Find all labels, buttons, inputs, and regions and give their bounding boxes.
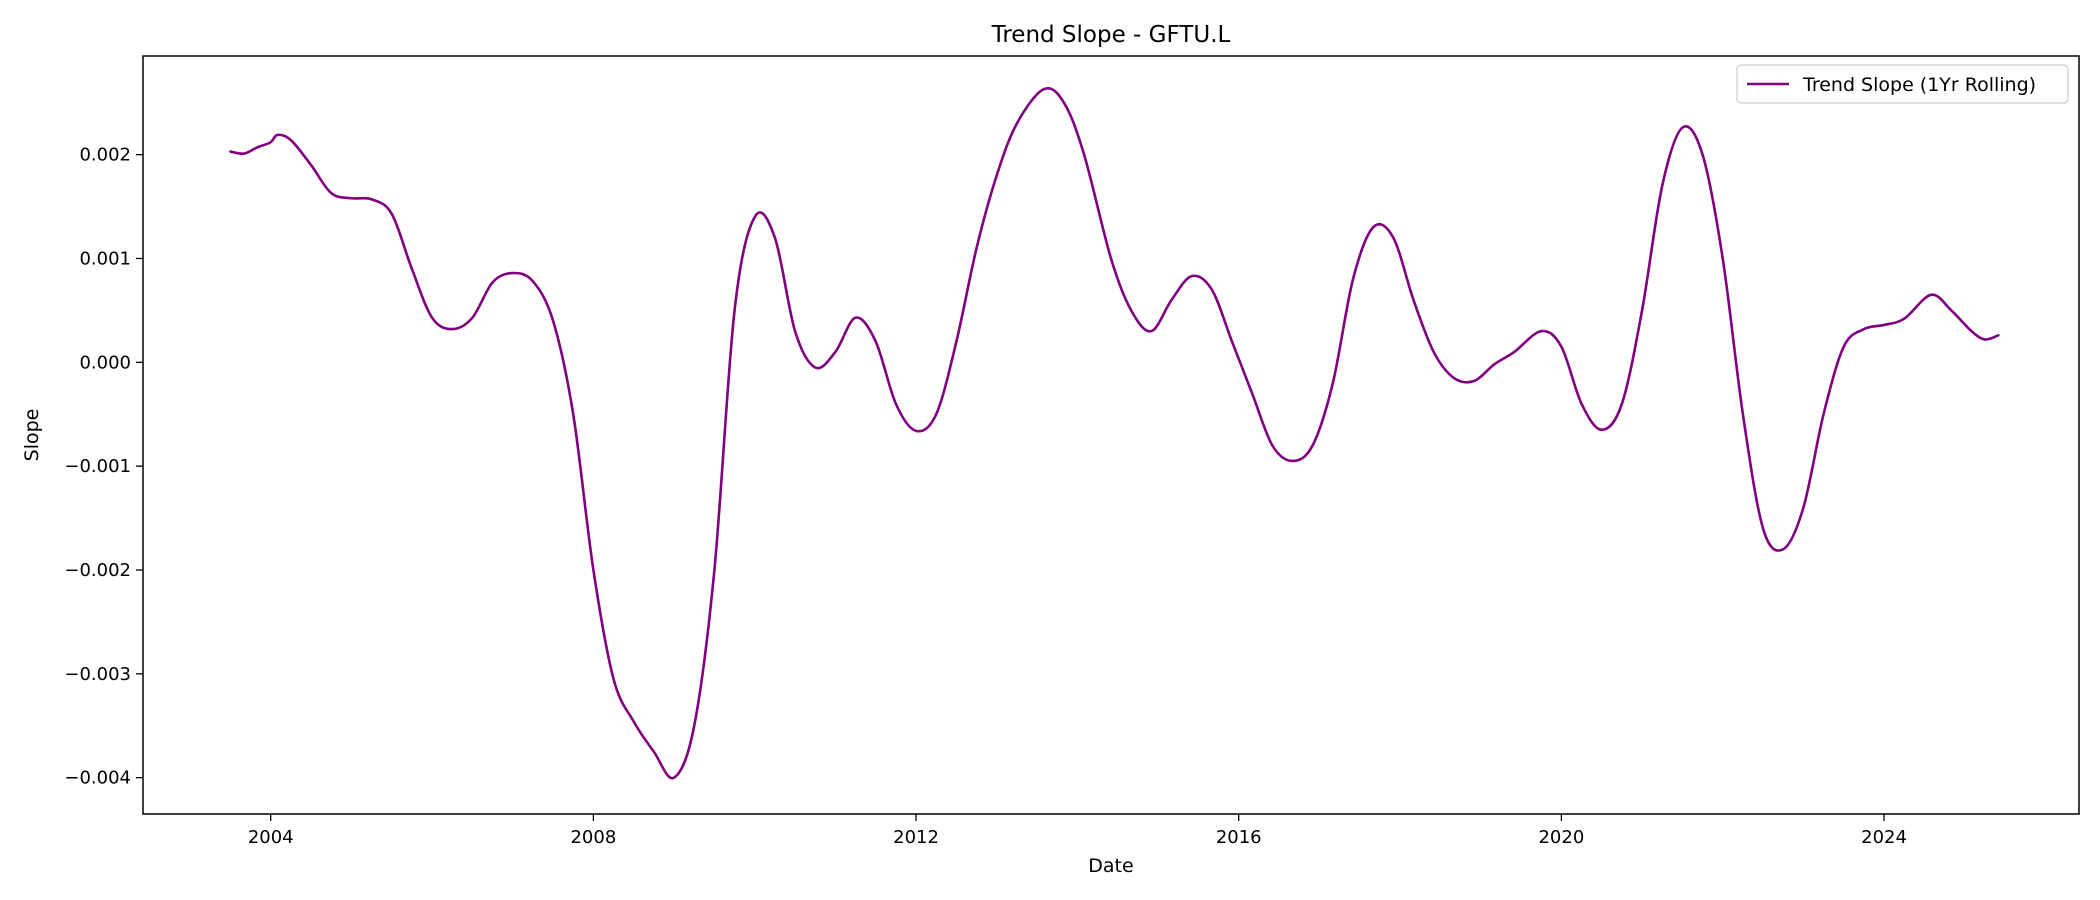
y-tick-label: −0.001: [64, 456, 131, 477]
x-tick-label: 2004: [248, 827, 294, 848]
y-tick-label: 0.002: [79, 145, 131, 166]
legend-box: [1736, 64, 2069, 104]
legend[interactable]: Trend Slope (1Yr Rolling): [1736, 64, 2069, 104]
x-tick-label: 2020: [1538, 827, 1584, 848]
y-axis-label: Slope: [21, 409, 43, 462]
plot-area: [142, 55, 2080, 815]
x-tick-label: 2008: [570, 827, 616, 848]
y-tick-label: −0.004: [64, 768, 131, 789]
series-layer: [229, 87, 2000, 780]
y-tick-label: 0.000: [79, 352, 131, 373]
axes-frame: [142, 55, 2080, 815]
y-tick-label: −0.003: [64, 664, 131, 685]
y-tick-label: 0.001: [79, 248, 131, 269]
y-tick-label: −0.002: [64, 560, 131, 581]
legend-label: Trend Slope (1Yr Rolling): [1802, 74, 2036, 96]
y-axis: 0.002 0.001 0.000 −0.001 −0.002 −0.003 −0.004: [64, 145, 143, 789]
chart-title: Trend Slope - GFTU.L: [991, 22, 1231, 48]
series-line-trend-slope[interactable]: [229, 87, 2000, 780]
x-axis: 2004 2008 2012 2016 2020 2024: [248, 814, 1907, 848]
x-axis-label: Date: [1088, 855, 1133, 877]
x-tick-label: 2012: [893, 827, 939, 848]
x-tick-label: 2024: [1861, 827, 1907, 848]
x-tick-label: 2016: [1216, 827, 1262, 848]
